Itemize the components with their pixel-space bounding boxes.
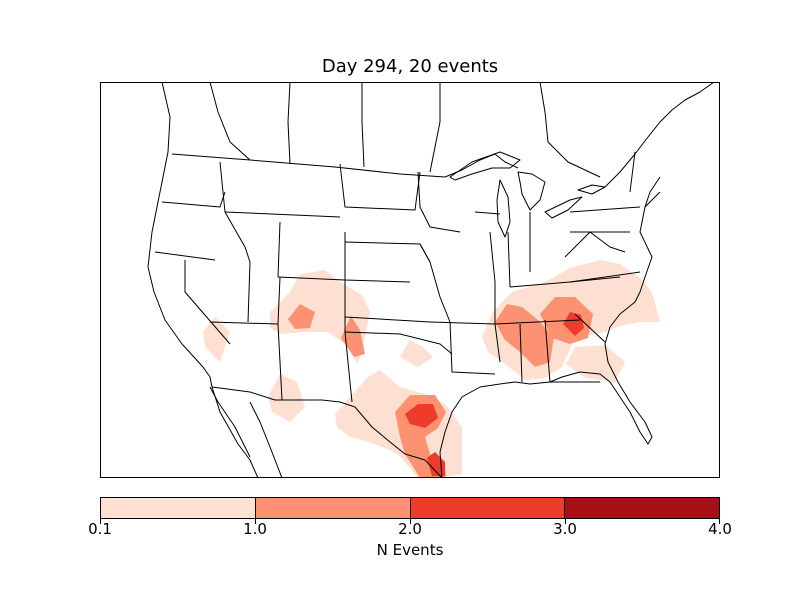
state-line-ga-sc <box>574 313 606 343</box>
colorbar-tick-label-4: 4.0 <box>708 520 732 538</box>
state-line-tn-ms-al <box>494 319 581 325</box>
canada-province-line-4 <box>429 82 441 173</box>
colorbar-tick-1 <box>255 519 256 524</box>
colorbar-tick-3 <box>565 519 566 524</box>
lake-erie <box>544 196 583 219</box>
state-line-nc-va <box>569 271 641 283</box>
lake-huron <box>517 171 546 211</box>
state-line-ar-la <box>449 321 496 375</box>
colorbar-tick-label-3: 3.0 <box>553 520 577 538</box>
colorbar <box>100 497 720 519</box>
colorbar-segment-2 <box>409 498 565 518</box>
canada-province-line-2 <box>287 82 291 165</box>
colorbar-tick-label-0: 0.1 <box>88 520 112 538</box>
contour-florida <box>566 345 625 382</box>
contour-southwest-az <box>203 317 230 362</box>
state-line-al-ga <box>544 319 551 383</box>
colorbar-tick-2 <box>410 519 411 524</box>
contour-az-nm-border <box>268 374 305 422</box>
colorbar-tick-4 <box>719 519 720 524</box>
state-line-co-ks <box>344 232 411 283</box>
us-map <box>100 82 720 478</box>
northeast-coastline <box>604 82 715 188</box>
state-line-new-england <box>629 151 661 208</box>
colorbar-tick-0 <box>100 519 101 524</box>
colorbar-segment-3 <box>564 498 719 518</box>
state-line-dakotas <box>339 163 421 211</box>
state-line-mn-ia <box>417 171 461 233</box>
state-line-wv-va <box>564 231 626 258</box>
map-frame <box>100 82 720 478</box>
colorbar-label: N Events <box>376 541 444 559</box>
state-line-id-mt <box>219 161 251 263</box>
canada-province-line-3 <box>361 82 365 168</box>
lake-ontario <box>577 184 606 195</box>
state-line-ut-az <box>209 276 281 325</box>
state-line-or-ca <box>154 251 216 261</box>
state-line-nv-ut <box>247 261 251 323</box>
canada-us-border <box>171 153 519 178</box>
gulf-coastline <box>439 371 621 478</box>
state-line-pa-ny <box>569 206 641 213</box>
west-coastline <box>147 82 259 478</box>
state-line-az-nm <box>277 323 283 401</box>
gulf-of-california <box>249 401 283 478</box>
state-line-ca-nv <box>184 260 231 345</box>
state-line-ks-ok <box>344 316 431 323</box>
colorbar-tick-label-1: 1.0 <box>243 520 267 538</box>
map-title: Day 294, 20 events <box>321 56 499 77</box>
canada-province-line-5 <box>539 82 601 178</box>
state-line-ok-tx <box>344 331 453 355</box>
state-line-ms-river <box>489 231 501 363</box>
state-line-mo-ar <box>429 321 496 325</box>
colorbar-tick-label-2: 2.0 <box>398 520 422 538</box>
colorbar-segment-1 <box>254 498 410 518</box>
state-line-il-in <box>507 231 511 288</box>
us-mexico-border <box>211 386 443 478</box>
contour-ms-al-1 <box>495 304 554 367</box>
contour-oklahoma <box>400 340 433 367</box>
state-line-ms-al <box>519 323 523 383</box>
atlantic-coastline <box>604 176 661 445</box>
canada-province-line-1 <box>209 82 251 161</box>
state-line-ne-ks <box>344 241 431 263</box>
contour-utah-1 <box>288 304 315 329</box>
colorbar-segment-0 <box>101 498 255 518</box>
baja-coastline <box>209 386 251 458</box>
lake-michigan <box>496 179 511 238</box>
map-panel <box>100 82 720 478</box>
contour-layer-0.1 <box>203 260 660 478</box>
state-line-wi-il <box>474 211 501 215</box>
boundary-lines <box>147 82 715 478</box>
state-line-wa-or <box>161 191 226 208</box>
contour-nm-1 <box>341 316 365 357</box>
state-line-ia-mo <box>419 243 451 323</box>
contour-texas-2 <box>405 404 438 428</box>
lake-superior <box>449 151 521 181</box>
state-line-mt-wy <box>224 211 341 218</box>
state-line-wy-co <box>277 221 346 281</box>
